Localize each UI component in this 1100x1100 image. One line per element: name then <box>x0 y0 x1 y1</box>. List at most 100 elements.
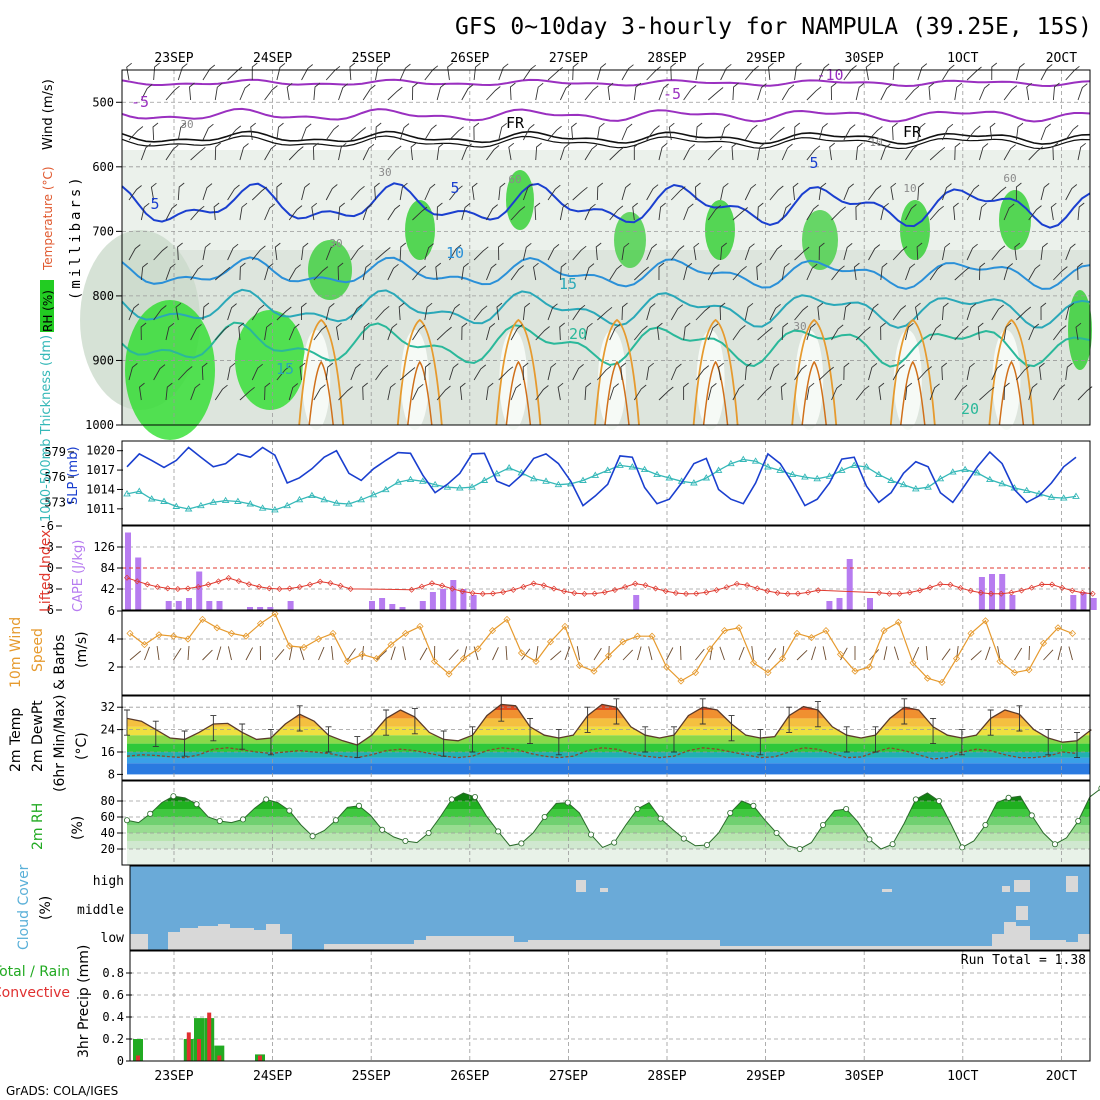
wind-barb <box>557 382 564 401</box>
wind-barb <box>781 84 795 101</box>
rh-blob <box>405 200 435 260</box>
minmax-whisker <box>872 726 879 753</box>
wind-barb <box>288 383 299 401</box>
wind-barb <box>621 123 633 141</box>
wind-barb <box>892 246 908 261</box>
wind-barb <box>227 66 243 81</box>
wind-barb <box>916 242 923 261</box>
wind-barb <box>311 202 318 221</box>
li-marker <box>967 587 974 594</box>
wind-marker <box>126 629 134 637</box>
wind-barb <box>214 325 230 341</box>
wind-barb <box>609 264 622 281</box>
thickness-marker <box>443 483 452 490</box>
rh-blob <box>802 210 838 270</box>
wind-barb <box>658 143 668 161</box>
tick-label: 6 <box>47 603 54 617</box>
slp-line <box>126 446 1077 507</box>
wind-barb <box>313 384 326 401</box>
wind-barb <box>190 383 201 401</box>
precip-legend-total: Total / Rain <box>0 964 70 980</box>
rh-marker <box>1075 818 1082 825</box>
wind-barb <box>942 183 952 201</box>
surface-wind-barb <box>1028 645 1030 661</box>
wind-barb <box>707 383 717 401</box>
wind-barb <box>202 183 213 201</box>
wind-barb <box>843 362 850 381</box>
wind-barb <box>584 144 598 161</box>
minmax-whisker <box>181 730 188 757</box>
thickness-marker <box>308 491 316 499</box>
minmax-whisker <box>670 726 677 753</box>
wind-barb <box>843 183 854 201</box>
li-marker <box>215 578 222 585</box>
wind-marker <box>459 655 468 663</box>
thickness-marker <box>505 464 513 471</box>
wind-barb <box>424 183 436 201</box>
wind-barb <box>461 203 471 221</box>
wind-marker <box>1025 666 1033 674</box>
tick-label: 573 <box>44 495 66 509</box>
wind-barb <box>806 204 819 221</box>
wind-barb <box>1052 82 1060 101</box>
contour-label: 30 <box>180 118 193 131</box>
surface-wind-barb <box>390 646 396 661</box>
surface-wind-barb <box>129 650 141 661</box>
li-marker <box>601 589 608 596</box>
wind-barb <box>646 184 659 201</box>
li-marker <box>489 590 496 597</box>
surface-wind-barb <box>941 648 951 661</box>
wind-barb <box>707 264 720 281</box>
wind-barb <box>535 385 549 401</box>
thickness-marker <box>419 477 427 484</box>
wind-barb <box>646 362 654 381</box>
wind-marker <box>793 629 801 637</box>
precip-total-bar <box>133 1039 143 1061</box>
wind-barb <box>880 262 888 281</box>
wind-barb <box>251 62 258 81</box>
wind-barb <box>942 64 955 81</box>
li-marker <box>947 581 954 588</box>
li-marker <box>459 588 466 595</box>
contour-label: 10 <box>446 244 464 262</box>
wind-barb <box>905 322 914 341</box>
wind-barb <box>855 326 871 341</box>
temperature-contour <box>121 107 1091 123</box>
wind-barb <box>350 304 363 321</box>
surface-wind-barb <box>695 648 705 661</box>
wind-barb <box>868 363 878 381</box>
tick-label: 32 <box>101 700 115 714</box>
thickness-marker <box>850 461 858 468</box>
wind-barb <box>865 62 872 81</box>
wind-barb <box>830 82 837 101</box>
wind-barb <box>954 142 961 161</box>
thickness-marker <box>949 468 957 475</box>
rh-grid <box>122 781 1090 865</box>
minmax-whisker <box>411 708 418 735</box>
tick-label: 2 <box>108 660 115 674</box>
wind-barb <box>757 142 766 161</box>
bottom-date-label: 23SEP <box>154 1069 193 1084</box>
wind-barb <box>1077 142 1086 161</box>
wind-barb <box>668 122 675 141</box>
wind-marker <box>155 631 163 639</box>
tick-label: 24 <box>101 723 115 737</box>
wind-marker <box>836 650 845 658</box>
thickness-marker <box>246 500 255 507</box>
wind-barb <box>1028 205 1042 221</box>
wind-barb <box>559 202 569 221</box>
wind-barb <box>917 63 928 81</box>
contour-label: -5 <box>131 93 149 111</box>
temp-band <box>127 743 1090 752</box>
wind-barb <box>459 382 466 401</box>
thickness-marker <box>986 475 994 483</box>
wind-barb <box>387 145 402 161</box>
wind-barb <box>424 124 437 141</box>
li-marker <box>245 581 252 588</box>
li-marker <box>683 590 690 597</box>
wind-barb <box>264 322 272 341</box>
wind-barb <box>1003 382 1010 401</box>
wind-barb <box>633 82 642 101</box>
surface-wind-barb <box>331 646 334 661</box>
thickness-marker <box>665 474 674 481</box>
